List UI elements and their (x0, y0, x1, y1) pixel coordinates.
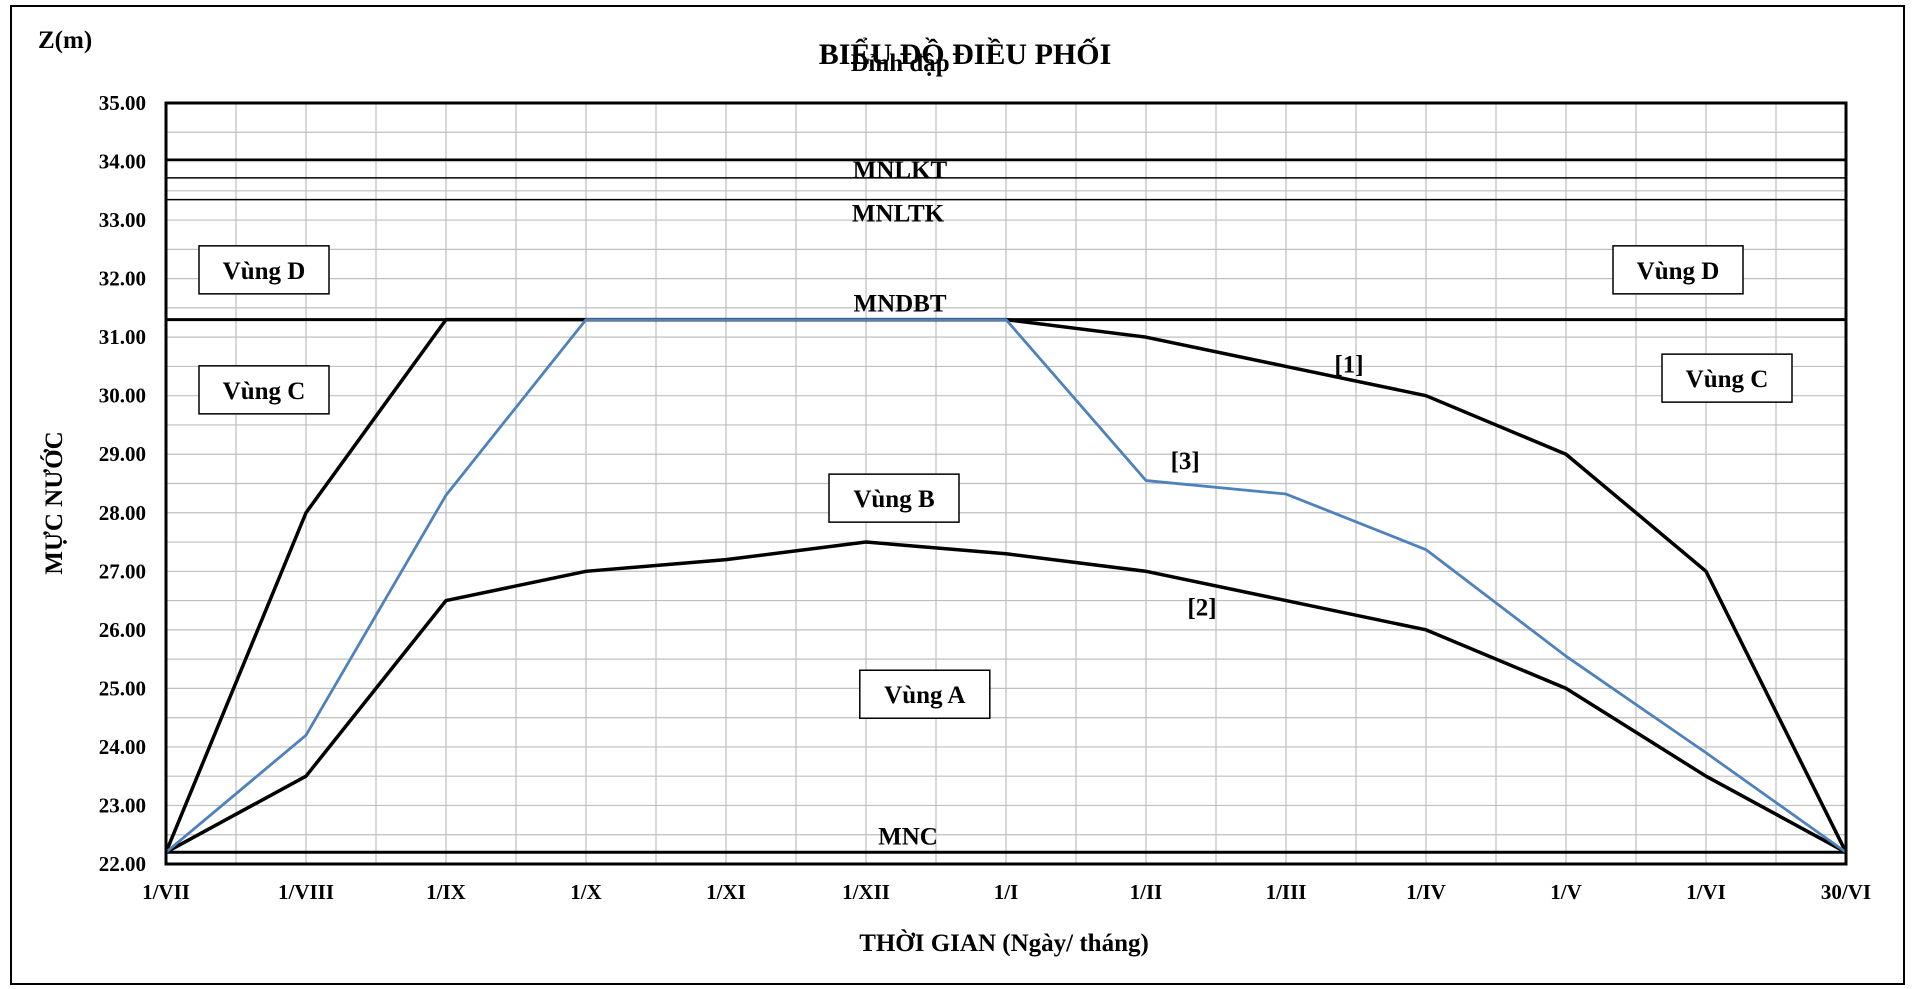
y-tick-label: 27.00 (99, 559, 146, 583)
y-tick-label: 24.00 (99, 735, 146, 759)
annotations: Vùng D Vùng D Vùng C Vùng C Vùng B Vùng A [1] [… (198, 245, 1793, 719)
zone-label: Vùng A (884, 682, 965, 709)
y-tick-label: 32.00 (99, 267, 146, 291)
zone-box (198, 365, 330, 415)
x-tick-label: 1/VIII (278, 880, 334, 904)
x-tick-label: 1/VII (142, 880, 190, 904)
y-tick-label: 28.00 (99, 501, 146, 525)
zone-label: Vùng D (223, 258, 306, 285)
chart-title: BIỂU ĐỒ ĐIỀU PHỐI (819, 37, 1112, 71)
x-tick-label: 1/XI (706, 880, 746, 904)
x-tick-label: 1/II (1130, 880, 1163, 904)
x-tick-label: 1/V (1550, 880, 1582, 904)
x-tick-label: 30/VI (1821, 880, 1871, 904)
curve-label: [3] (1171, 448, 1200, 475)
y-tick-label: 35.00 (99, 91, 146, 115)
series-line (165, 540, 1847, 854)
curve-label: [1] (1334, 351, 1363, 378)
y-tick-label: 25.00 (99, 676, 146, 700)
curve-label: [2] (1187, 594, 1216, 621)
x-tick-label: 1/IV (1406, 880, 1446, 904)
plot-border (164, 101, 1848, 866)
x-tick-label: 1/X (570, 880, 602, 904)
reference-line-label: MNLKT (853, 157, 948, 184)
y-tick-label: 30.00 (99, 384, 146, 408)
zone-box (859, 669, 991, 719)
reference-line-label: Đỉnh đập (850, 50, 949, 77)
x-axis-title: THỜI GIAN (Ngày/ tháng) (859, 929, 1149, 957)
y-tick-label: 31.00 (99, 325, 146, 349)
y-tick-label: 22.00 (99, 852, 146, 876)
series (164, 317, 1848, 854)
x-tick-label: 1/IX (426, 880, 466, 904)
reference-line-label: MNDBT (853, 291, 946, 318)
reference-line-label: MNLTK (852, 201, 945, 228)
zone-box (1612, 245, 1744, 295)
x-tick-label: 1/XII (842, 880, 890, 904)
zone-label: Vùng B (853, 486, 934, 513)
y-tick-label: 34.00 (99, 150, 146, 174)
reference-line-label: MNC (878, 823, 938, 850)
x-tick-label: 1/I (994, 880, 1019, 904)
x-tick-label: 1/III (1266, 880, 1307, 904)
zone-label: Vùng D (1637, 258, 1720, 285)
zone-box (828, 473, 960, 523)
y-tick-label: 33.00 (99, 208, 146, 232)
tick-labels: 22.00 23.00 24.00 25.00 26.00 27.00 28.00 29.00… (99, 91, 1871, 904)
zone-box (1661, 353, 1793, 403)
grid (166, 103, 1846, 864)
zone-label: Vùng C (1686, 366, 1769, 393)
y-tick-label: 29.00 (99, 442, 146, 466)
zone-box (198, 245, 330, 295)
y-unit-label: Z(m) (38, 27, 92, 54)
y-tick-label: 23.00 (99, 793, 146, 817)
x-tick-label: 1/VI (1686, 880, 1726, 904)
y-axis-title: MỰC NƯỚC (40, 431, 68, 574)
zone-label: Vùng C (223, 378, 306, 405)
y-tick-label: 26.00 (99, 618, 146, 642)
series-line (165, 318, 1847, 854)
